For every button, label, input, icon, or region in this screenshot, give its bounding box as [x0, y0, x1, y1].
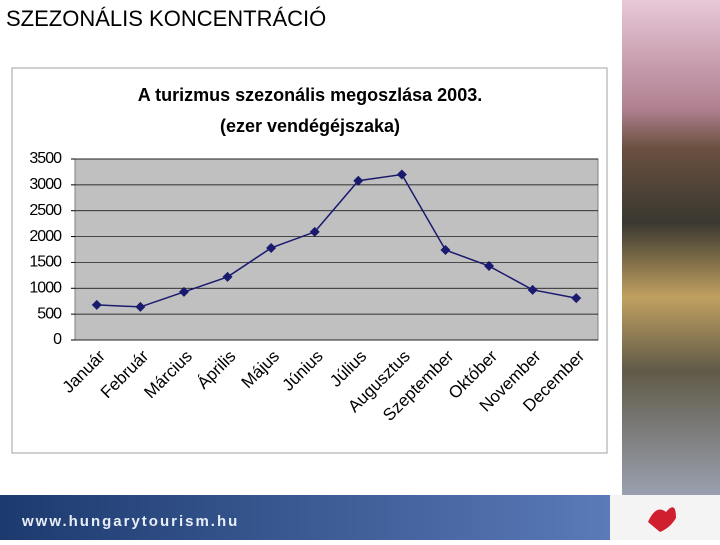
y-tick-label: 2500 — [29, 202, 62, 219]
data-marker — [527, 284, 538, 295]
y-tick-label: 1500 — [29, 254, 62, 271]
chart-subtitle: (ezer vendégéjszaka) — [220, 116, 400, 136]
data-marker — [440, 245, 451, 256]
y-tick-label: 3500 — [29, 150, 62, 167]
slide-title: SZEZONÁLIS KONCENTRÁCIÓ — [6, 6, 326, 31]
plot-area — [74, 158, 599, 341]
data-marker — [135, 301, 146, 312]
y-tick-label: 1000 — [29, 280, 62, 297]
data-marker — [353, 175, 364, 186]
data-marker — [266, 242, 277, 253]
footer-url: www.hungarytourism.hu — [21, 513, 239, 530]
data-marker — [484, 261, 495, 272]
data-marker — [222, 271, 233, 282]
data-marker — [571, 293, 582, 304]
data-marker — [178, 286, 189, 297]
logo — [648, 507, 676, 532]
photo — [622, 0, 720, 495]
y-tick-label: 0 — [53, 331, 62, 348]
y-tick-label: 3000 — [29, 176, 62, 193]
data-marker — [91, 299, 102, 310]
chart-title: A turizmus szezonális megoszlása 2003. — [138, 85, 482, 105]
data-line — [96, 173, 577, 308]
y-tick-label: 500 — [37, 305, 62, 322]
data-marker — [396, 169, 407, 180]
footer-bar — [0, 495, 610, 540]
data-marker — [309, 226, 320, 237]
y-tick-label: 2000 — [29, 228, 62, 245]
